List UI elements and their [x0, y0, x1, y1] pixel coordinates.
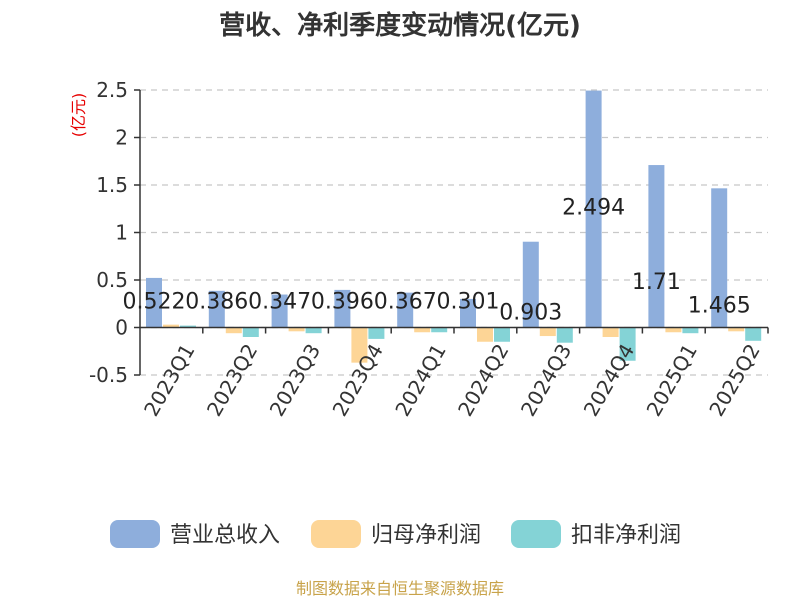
legend-label: 归母净利润 [371, 523, 481, 548]
x-tick-label: 2024Q1 [390, 340, 450, 421]
bar-revenue [271, 294, 288, 328]
bar-net-profit [539, 327, 556, 337]
y-tick-label: -0.5 [89, 363, 128, 387]
y-tick-label: 0 [115, 316, 128, 340]
legend-swatch [110, 520, 160, 548]
bar-net-profit [728, 327, 745, 332]
chart-title: 营收、净利季度变动情况(亿元) [219, 10, 581, 41]
bar-deducted-net-profit [431, 327, 448, 333]
x-tick-label: 2023Q1 [139, 340, 199, 421]
bar-net-profit [288, 327, 305, 332]
legend-label: 扣非净利润 [571, 523, 681, 548]
y-tick-label: 1.5 [96, 173, 128, 197]
x-tick-label: 2023Q2 [202, 340, 262, 421]
y-tick-label: 0.5 [96, 268, 128, 292]
legend-label: 营业总收入 [170, 523, 280, 548]
data-label: 1.465 [688, 293, 751, 318]
x-tick-label: 2025Q1 [642, 340, 702, 421]
data-label: 0.301 [437, 290, 500, 315]
y-tick-label: 2.5 [96, 78, 128, 102]
bar-revenue [397, 292, 414, 328]
data-label: 0.347 [248, 290, 311, 315]
bar-net-profit [225, 327, 242, 334]
bar-net-profit [665, 327, 682, 333]
legend-swatch [511, 520, 561, 548]
x-tick-label: 2025Q2 [704, 340, 764, 421]
bar-revenue [146, 277, 162, 328]
x-tick-label: 2024Q2 [453, 340, 513, 421]
bar-revenue [460, 298, 476, 328]
bar-deducted-net-profit [556, 327, 573, 343]
x-tick-label: 2024Q4 [579, 340, 639, 421]
data-label: 0.903 [499, 301, 562, 326]
bar-net-profit [163, 324, 179, 328]
bar-revenue [208, 290, 225, 328]
bar-net-profit [602, 327, 619, 337]
data-label: 0.522 [123, 290, 186, 315]
data-label: 0.386 [185, 290, 248, 315]
bar-revenue [334, 289, 351, 328]
bar-revenue [522, 241, 539, 328]
data-label: 0.396 [311, 290, 374, 315]
bar-deducted-net-profit [745, 327, 762, 341]
bars-layer [146, 90, 762, 363]
bar-deducted-net-profit [368, 327, 385, 339]
bar-revenue [711, 188, 728, 328]
y-tick-label: 2 [115, 126, 128, 150]
bar-deducted-net-profit [682, 327, 699, 334]
x-tick-label: 2024Q3 [516, 340, 576, 421]
bar-deducted-net-profit [619, 327, 636, 361]
legend: 营业总收入 归母净利润 扣非净利润 [110, 520, 681, 548]
axis-layer: 2.521.510.50-0.5 2023Q1 2023Q2 2023Q3 2023Q4… [89, 78, 769, 421]
data-label: 0.367 [374, 290, 437, 315]
bar-revenue [648, 165, 665, 328]
y-tick-label: 1 [115, 221, 128, 245]
bar-deducted-net-profit [305, 327, 322, 334]
data-source-note: 制图数据来自恒生聚源数据库 [296, 579, 504, 598]
data-label: 1.71 [632, 270, 681, 295]
bar-net-profit [414, 327, 431, 333]
data-label: 2.494 [562, 196, 625, 221]
y-axis-unit-label: (亿元) [69, 93, 88, 138]
bar-deducted-net-profit [180, 325, 196, 328]
bar-revenue [585, 90, 602, 328]
bar-net-profit [351, 327, 368, 363]
x-tick-label: 2023Q3 [265, 340, 325, 421]
bar-net-profit [477, 327, 493, 342]
bar-deducted-net-profit [242, 327, 259, 337]
bar-deducted-net-profit [494, 327, 510, 342]
data-labels-layer: 0.522 0.386 0.347 0.396 0.367 0.301 0.903 2.494… [123, 196, 751, 326]
legend-swatch [311, 520, 361, 548]
